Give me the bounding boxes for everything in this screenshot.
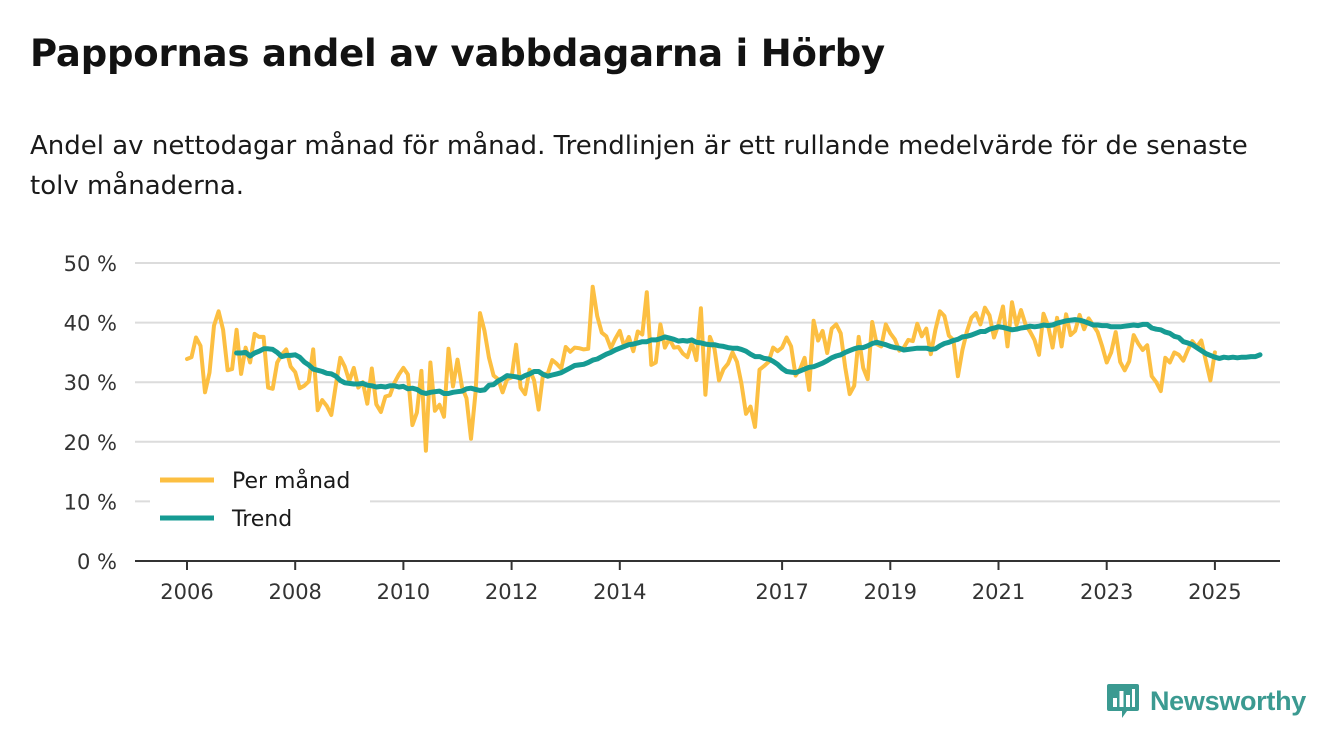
x-tick-label: 2014 bbox=[593, 580, 646, 604]
x-tick-label: 2008 bbox=[268, 580, 321, 604]
y-tick-label: 10 % bbox=[64, 490, 117, 514]
chart-title: Pappornas andel av vabbdagarna i Hörby bbox=[30, 32, 885, 75]
x-tick-label: 2006 bbox=[160, 580, 213, 604]
legend: Per månad Trend bbox=[150, 462, 370, 544]
x-tick-label: 2012 bbox=[485, 580, 538, 604]
brand-name: Newsworthy bbox=[1149, 685, 1306, 716]
y-tick-label: 40 % bbox=[64, 312, 117, 336]
y-tick-label: 20 % bbox=[64, 431, 117, 455]
series-line-trend bbox=[234, 317, 1263, 396]
legend-background bbox=[150, 462, 370, 544]
bar-chart-bubble-icon bbox=[1106, 684, 1139, 718]
series-line-per-manad bbox=[185, 284, 1217, 453]
x-tick-label: 2025 bbox=[1188, 580, 1241, 604]
legend-label: Per månad bbox=[232, 468, 350, 494]
x-tick-label: 2017 bbox=[755, 580, 808, 604]
chart-subtitle: Andel av nettodagar månad för månad. Tre… bbox=[30, 131, 1248, 201]
y-tick-label: 0 % bbox=[77, 550, 117, 574]
x-tick-label: 2019 bbox=[864, 580, 917, 604]
newsworthy-brand[interactable]: Newsworthy bbox=[1106, 682, 1306, 720]
y-tick-label: 50 % bbox=[64, 252, 117, 276]
legend-label: Trend bbox=[231, 507, 292, 532]
x-tick-label: 2023 bbox=[1080, 580, 1133, 604]
y-tick-label: 30 % bbox=[64, 371, 117, 395]
x-tick-label: 2021 bbox=[972, 580, 1025, 604]
x-tick-label: 2010 bbox=[377, 580, 430, 604]
x-axis: 2006 2008 2010 2012 2014 2017 2019 2021 2023 2025 bbox=[135, 560, 1280, 604]
data-lines bbox=[185, 284, 1263, 453]
y-axis-tick-labels: 0 % 10 % 20 % 30 % 40 % 50 % bbox=[64, 252, 117, 574]
